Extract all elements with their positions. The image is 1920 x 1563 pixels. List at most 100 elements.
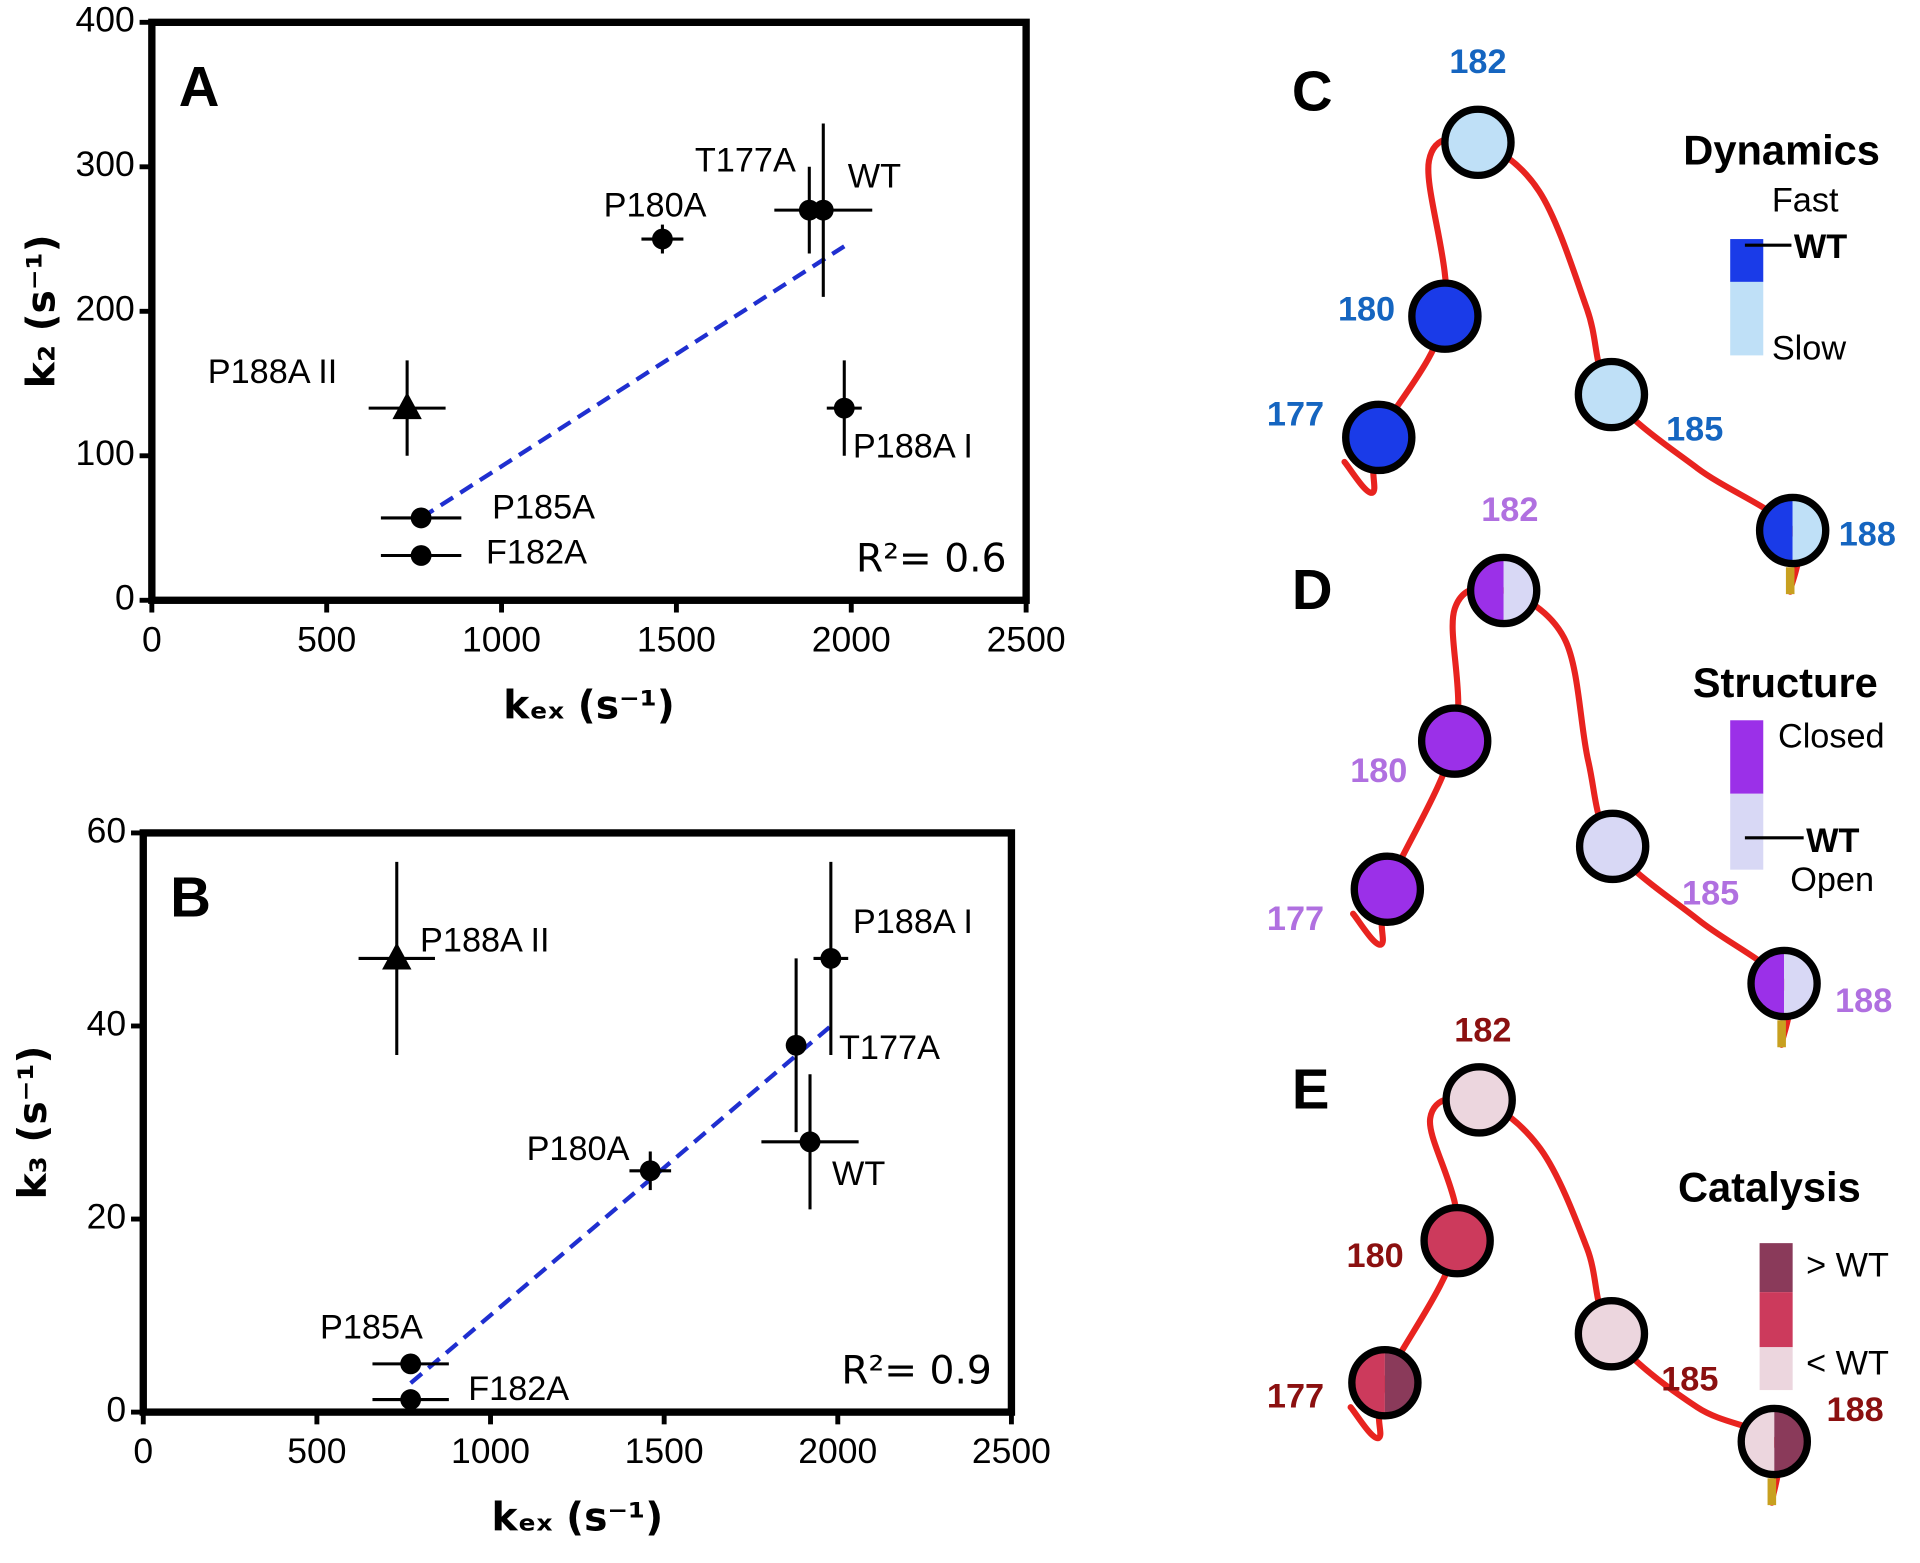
residue-label: 180: [1347, 1237, 1404, 1275]
residue-ring: [1575, 809, 1650, 884]
residue-ring: [1408, 279, 1482, 353]
legend-title: Structure: [1693, 659, 1878, 706]
fit-line: [409, 1024, 833, 1385]
y-tick-label: 400: [75, 0, 134, 40]
residue-node: [1444, 109, 1512, 176]
residue-node: [1579, 813, 1646, 880]
panel-letter: C: [1292, 60, 1333, 123]
residue-label: 177: [1267, 1378, 1324, 1416]
point: [652, 228, 673, 250]
panel-letter: A: [179, 55, 220, 118]
residue-node: [1411, 283, 1478, 350]
point: [798, 199, 820, 221]
point: [400, 1353, 422, 1375]
point: [392, 392, 422, 420]
residue-ring: [1747, 946, 1821, 1021]
panel-letter: B: [170, 865, 211, 928]
point-label: P185A: [320, 1309, 423, 1347]
residue-label: 177: [1267, 900, 1324, 938]
point-label: F182A: [486, 533, 587, 571]
point: [410, 507, 432, 529]
residue-ring: [1466, 553, 1541, 628]
legend-bar: [1730, 281, 1764, 356]
fit-line: [419, 244, 846, 520]
residue-ring: [1442, 1063, 1516, 1137]
residue-ring: [1574, 1297, 1649, 1371]
point: [410, 545, 432, 566]
x-tick-label: 2000: [812, 619, 891, 659]
residue-ring: [1342, 400, 1416, 475]
point-label: WT: [848, 157, 901, 195]
point-label: P180A: [604, 186, 707, 224]
plot-frame: [148, 18, 1030, 604]
legend-bar: [1759, 1347, 1793, 1391]
legend-bar: [1730, 793, 1764, 870]
x-tick-label: 0: [142, 619, 162, 659]
point: [799, 1131, 821, 1153]
point-label: P188A I: [853, 903, 973, 941]
legend-label: Fast: [1772, 181, 1839, 219]
y-tick-label: 300: [75, 144, 134, 184]
residue-label: 185: [1661, 1361, 1718, 1399]
x-tick-label: 1000: [451, 1431, 530, 1471]
residue-node: [1578, 1300, 1645, 1367]
legend-title: Catalysis: [1678, 1163, 1861, 1210]
point-label: T177A: [695, 141, 796, 179]
residue-node: [1345, 404, 1412, 471]
residue-node: [1446, 1066, 1513, 1133]
point-label: P188A II: [208, 353, 338, 391]
residue-node: [1421, 708, 1488, 775]
point-label: P185A: [492, 488, 595, 526]
y-axis-label: k₃ (s⁻¹): [11, 1046, 56, 1200]
y-tick-label: 60: [87, 810, 127, 850]
point-label: F182A: [468, 1370, 569, 1408]
residue-ring: [1441, 105, 1515, 180]
residue-ring: [1350, 852, 1425, 926]
residue-label: 177: [1267, 396, 1324, 434]
residue-ring: [1420, 1203, 1494, 1278]
legend-label: Open: [1790, 861, 1874, 899]
x-tick-label: 1000: [462, 619, 541, 659]
residue-label: 188: [1835, 982, 1892, 1020]
y-tick-label: 100: [75, 433, 134, 473]
y-tick-label: 0: [115, 578, 135, 618]
annotation: R²= 0.9: [841, 1348, 992, 1393]
residue-label: 185: [1666, 410, 1723, 448]
x-tick-label: 0: [133, 1431, 153, 1471]
point-label: P188A I: [853, 428, 973, 466]
y-tick-label: 200: [75, 289, 134, 329]
panel-letter: E: [1292, 1058, 1330, 1121]
point: [785, 1034, 807, 1056]
residue-label: 180: [1338, 290, 1395, 328]
backbone: [1350, 584, 1793, 1048]
residue-node: [1578, 361, 1645, 428]
legend-label: WT: [1794, 228, 1847, 266]
point-label: T177A: [839, 1029, 940, 1067]
x-tick-label: 2500: [987, 619, 1066, 659]
legend-label: Closed: [1778, 718, 1885, 756]
point: [833, 397, 855, 419]
residue-ring: [1755, 493, 1830, 568]
residue-ring: [1737, 1404, 1812, 1479]
legend-title: Dynamics: [1683, 126, 1880, 173]
x-tick-label: 2500: [972, 1431, 1051, 1471]
legend-label: Slow: [1772, 330, 1847, 368]
legend-bar: [1730, 720, 1764, 794]
point: [382, 942, 412, 970]
point-label: P188A II: [420, 922, 550, 960]
y-tick-label: 40: [87, 1003, 127, 1043]
point: [639, 1160, 661, 1182]
legend-bar: [1759, 1292, 1793, 1348]
legend-label: > WT: [1806, 1247, 1889, 1285]
x-tick-label: 1500: [625, 1431, 704, 1471]
legend-label: WT: [1806, 822, 1859, 860]
x-tick-label: 1500: [637, 619, 716, 659]
backbone: [1347, 1094, 1783, 1506]
x-tick-label: 2000: [798, 1431, 877, 1471]
residue-ring: [1417, 704, 1492, 778]
residue-label: 185: [1682, 874, 1739, 912]
point-label: P180A: [527, 1130, 630, 1168]
point: [820, 948, 842, 969]
residue-label: 182: [1449, 43, 1506, 81]
